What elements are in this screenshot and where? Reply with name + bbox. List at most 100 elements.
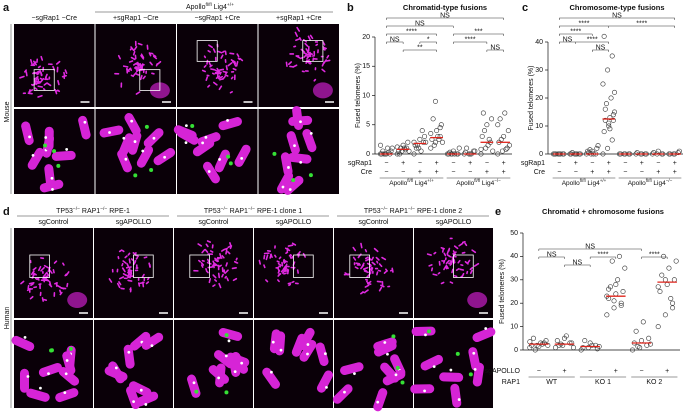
chromosome — [287, 61, 293, 66]
chromosome — [453, 255, 457, 258]
chromosome — [309, 61, 312, 65]
chromosome — [26, 388, 50, 402]
chromosome — [376, 260, 379, 264]
telomere — [127, 350, 131, 354]
chromosome — [128, 381, 152, 397]
species-label: Human — [4, 307, 11, 330]
chromosome — [42, 272, 47, 278]
chromosome — [452, 250, 456, 255]
y-tick-label: 30 — [535, 67, 543, 74]
telomere — [108, 131, 111, 134]
micrograph — [174, 228, 253, 318]
data-point — [662, 312, 668, 318]
chromosome — [360, 264, 365, 270]
chromosome — [205, 268, 208, 271]
data-point — [388, 148, 394, 154]
chromosome — [443, 265, 447, 271]
chromosome — [231, 267, 237, 270]
chromosome — [440, 281, 445, 285]
chromosome — [129, 288, 132, 293]
superscript: −/− — [381, 206, 388, 212]
chromosome — [233, 62, 237, 67]
telomere — [44, 136, 48, 139]
superscript: +/+ — [600, 178, 607, 183]
chromosome — [365, 280, 369, 284]
superscript: −/− — [494, 178, 501, 183]
chromosome — [364, 248, 368, 253]
chromosome — [127, 252, 131, 256]
chromosome — [311, 54, 316, 57]
significance-bracket — [608, 25, 675, 28]
inset-box — [293, 254, 314, 278]
chromosome — [216, 72, 219, 79]
data-point — [553, 345, 559, 351]
data-point — [411, 151, 417, 157]
text-part: Lig4 — [652, 180, 666, 187]
telomere — [299, 120, 302, 124]
chromosome — [316, 370, 333, 393]
chromosome — [410, 384, 435, 394]
chromosome — [121, 249, 125, 253]
superscript: fl/fl — [205, 2, 211, 8]
chromosome — [142, 75, 146, 80]
telomere — [281, 185, 285, 189]
chromosome — [364, 284, 370, 288]
column-header: +sgRap1 −Cre — [113, 15, 159, 22]
inset-box — [302, 40, 324, 62]
inset-box — [453, 254, 474, 278]
inset-box — [349, 254, 370, 278]
superscript: −/− — [408, 206, 415, 212]
data-point — [418, 148, 424, 154]
significance-label: NS — [415, 20, 425, 27]
chromosome — [265, 279, 269, 283]
y-tick-label: 15 — [362, 63, 370, 70]
chromosome — [116, 282, 121, 289]
chromosome — [117, 54, 121, 60]
chromosome — [450, 383, 462, 408]
chromosome — [145, 70, 148, 75]
condition-value: + — [673, 169, 677, 176]
text-part: Apollo — [456, 180, 474, 187]
chromosome — [130, 271, 133, 275]
data-point — [655, 148, 661, 154]
micrograph-content — [426, 237, 488, 314]
chromosome — [355, 262, 361, 265]
chromosome — [30, 64, 36, 67]
chromosome — [140, 54, 145, 60]
condition-value: − — [623, 160, 627, 167]
chromosome — [299, 57, 303, 60]
chromosome — [62, 262, 65, 266]
chromosome — [121, 262, 124, 267]
rich-label: Apollofl/fl Lig4+/+ — [389, 178, 434, 187]
chromosome — [223, 247, 228, 251]
chromosome — [203, 64, 207, 68]
chromosome — [43, 298, 48, 302]
data-point — [661, 253, 667, 259]
chromosome — [145, 281, 150, 285]
telomere — [386, 352, 389, 356]
significance-label: **** — [406, 28, 417, 35]
text-part: Lig4 — [413, 180, 427, 187]
chromosome — [61, 74, 67, 78]
chromosome — [215, 363, 226, 388]
chromosome — [270, 253, 273, 258]
telomere — [124, 157, 128, 161]
chromosome — [278, 256, 282, 260]
significance-bracket — [386, 33, 437, 36]
chromosome — [371, 261, 376, 266]
chromosome — [200, 262, 205, 266]
data-point — [495, 122, 501, 128]
chromosome — [203, 55, 207, 59]
chromosome — [216, 257, 220, 260]
telomere — [293, 144, 296, 148]
data-point — [611, 298, 617, 304]
micrograph-content — [20, 254, 88, 314]
chromosome — [284, 247, 291, 252]
chromosome — [118, 133, 134, 157]
chromosome — [324, 59, 331, 62]
data-point — [398, 145, 404, 151]
chromosome — [448, 261, 453, 265]
telomere — [31, 153, 35, 157]
chromosome — [229, 242, 232, 247]
data-point — [503, 146, 509, 152]
